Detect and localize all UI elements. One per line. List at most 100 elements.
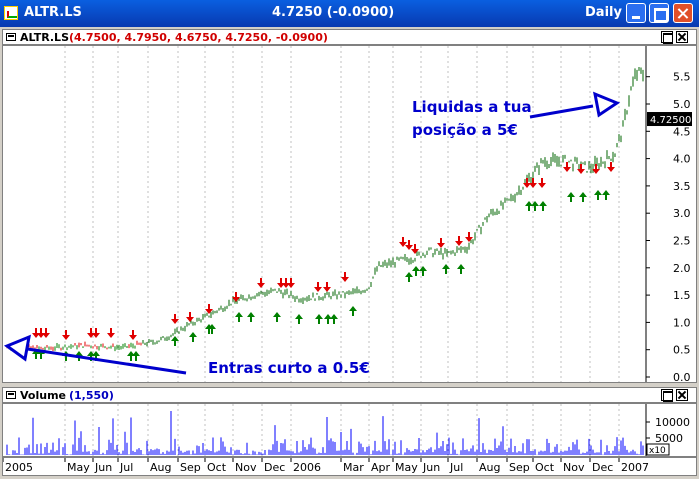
sell-signal-arrow [405,240,413,250]
date-axis-label: Apr [371,461,391,474]
date-axis-label: Jul [449,461,463,474]
date-axis-labels: 2005 May Jun Jul Aug Sep Oct Nov Dec 2006 Mar Apr Ma… [2,458,649,474]
volume-pane-header: Volume (1,550) [2,387,697,403]
sell-signal-arrow [411,244,419,254]
buy-signal-arrow [525,201,533,211]
exit-annotation-line [529,104,594,119]
buy-signal-arrow [539,201,547,211]
window-period: Daily [585,5,622,20]
buy-signal-arrow [324,314,332,324]
entry-annotation-arrowhead [3,334,31,362]
date-axis-label: Oct [207,461,227,474]
volume-pane-label: Volume [20,389,66,402]
date-axis-label: 2006 [293,461,321,474]
price-pane-symbol: ALTR.LS [20,31,69,44]
volume-pane-value: (1,550) [69,389,114,402]
price-axis-label: 4.0 [673,153,691,166]
sell-signal-arrow [607,162,615,172]
buy-signal-arrow [531,201,539,211]
date-axis-label: Oct [535,461,555,474]
buy-signal-arrow [412,266,420,276]
window-symbol: ALTR.LS [24,5,82,20]
last-price-label: 4.72500 [650,115,691,126]
date-axis-label: Dec [592,461,613,474]
sell-signal-arrow [465,232,473,242]
date-axis-label: Sep [509,461,530,474]
date-axis: 2005 May Jun Jul Aug Sep Oct Nov Dec 2006 Mar Apr Ma… [2,457,697,476]
price-axis-label: 3.0 [673,207,691,220]
price-axis-label: 0.0 [673,371,691,382]
pane-menu-icon[interactable] [6,391,16,399]
pane-restore-button[interactable] [661,389,673,402]
price-axis-label: 1.5 [673,289,691,302]
buy-signal-arrow [579,192,587,202]
minimize-button[interactable] [626,3,646,23]
price-axis-label: 1.0 [673,316,691,329]
date-axis-label: Dec [264,461,285,474]
sell-signal-arrow [37,328,45,338]
price-chart-panel[interactable]: 5.5 5.0 4.5 4.0 3.5 3.0 2.5 2.0 1.5 1.0 0.5 0.0 4.72… [2,45,697,384]
price-pane-header: ALTR.LS (4.7500, 4.7950, 4.6750, 4.7250,… [2,29,697,45]
pane-menu-icon[interactable] [6,33,16,41]
sell-signal-arrow [323,282,331,292]
sell-signal-arrow [32,328,40,338]
buy-signal-arrow [457,264,465,274]
buy-signal-arrow [247,312,255,322]
entry-annotation-line [20,346,187,375]
sell-signal-arrow [205,304,213,314]
price-chart: 5.5 5.0 4.5 4.0 3.5 3.0 2.5 2.0 1.5 1.0 0.5 0.0 4.72… [3,46,692,384]
sell-signal-arrow [171,314,179,324]
price-axis-label: 3.5 [673,180,691,193]
sell-signal-arrow [563,162,571,172]
buy-signal-arrow [127,351,135,361]
sell-signal-arrow [92,328,100,338]
sell-signal-arrow [282,278,290,288]
sell-signal-arrow [314,282,322,292]
close-button[interactable] [673,3,693,23]
sell-signal-arrow [287,278,295,288]
sell-signal-arrow [529,178,537,188]
buy-signal-arrow [567,192,575,202]
buy-signal-arrow [189,332,197,342]
date-axis-label: 2007 [621,461,649,474]
date-axis-label: May [395,461,418,474]
volume-multiplier-box [646,443,670,456]
date-axis-label: Mar [343,461,364,474]
date-axis-label: Sep [180,461,201,474]
buy-signal-arrow [171,336,179,346]
buy-signal-arrow [92,351,100,361]
sell-signal-arrow [523,178,531,188]
buy-signal-arrow [273,312,281,322]
buy-signal-arrow [349,306,357,316]
date-axis-label: Aug [479,461,500,474]
buy-signal-arrow [208,324,216,334]
price-axis-label: 4.5 [673,125,691,138]
date-axis-label: Jun [94,461,112,474]
sell-signal-arrow [107,328,115,338]
pane-close-button[interactable] [676,389,688,401]
pane-restore-button[interactable] [661,31,673,44]
price-axis-label: 5.5 [673,71,691,84]
volume-chart-panel[interactable]: 10000 5000 x10 [2,403,697,457]
maximize-button[interactable] [649,3,669,23]
app-chart-icon [4,6,18,20]
pane-close-button[interactable] [676,31,688,43]
sell-signal-arrow [257,278,265,288]
price-axis-label: 2.5 [673,235,691,248]
price-axis-label: 2.0 [673,262,691,275]
volume-axis-label: 5000 [655,432,683,445]
window-price-change: 4.7250 (-0.0900) [272,5,395,20]
buy-signal-arrow [235,312,243,322]
exit-annotation-line1: Liquidas a tua [412,98,532,116]
date-axis-label: May [67,461,90,474]
volume-axis-label: 10000 [655,416,690,429]
sell-signal-arrow [538,178,546,188]
last-price-box [647,112,692,127]
buy-signal-arrow [330,314,338,324]
buy-signal-arrow [295,314,303,324]
date-axis-label: Nov [235,461,257,474]
date-axis-label: Jun [422,461,440,474]
window-titlebar: ALTR.LS 4.7250 (-0.0900) Daily [0,0,699,27]
